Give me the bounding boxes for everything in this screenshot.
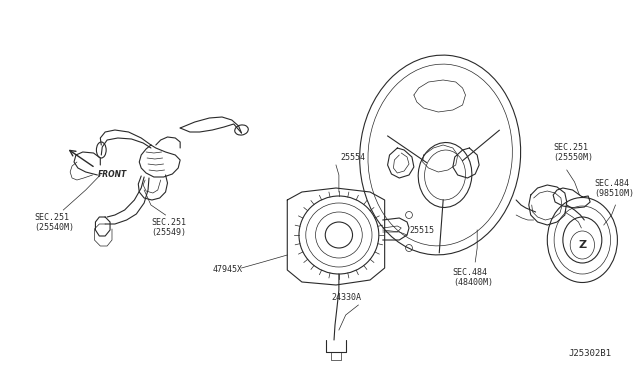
Text: 25515: 25515 <box>409 225 434 234</box>
Text: SEC.251
(25549): SEC.251 (25549) <box>151 218 186 237</box>
Text: 47945X: 47945X <box>212 266 243 275</box>
Text: SEC.484
(48400M): SEC.484 (48400M) <box>453 268 493 288</box>
Text: 24330A: 24330A <box>331 293 361 302</box>
Text: Z: Z <box>579 240 586 250</box>
Text: SEC.251
(25540M): SEC.251 (25540M) <box>34 213 74 232</box>
Text: SEC.484
(98510M): SEC.484 (98510M) <box>594 179 634 198</box>
Text: J25302B1: J25302B1 <box>568 349 612 358</box>
Text: SEC.251
(25550M): SEC.251 (25550M) <box>553 142 593 162</box>
Text: FRONT: FRONT <box>97 170 127 179</box>
Text: 25554: 25554 <box>341 153 366 162</box>
